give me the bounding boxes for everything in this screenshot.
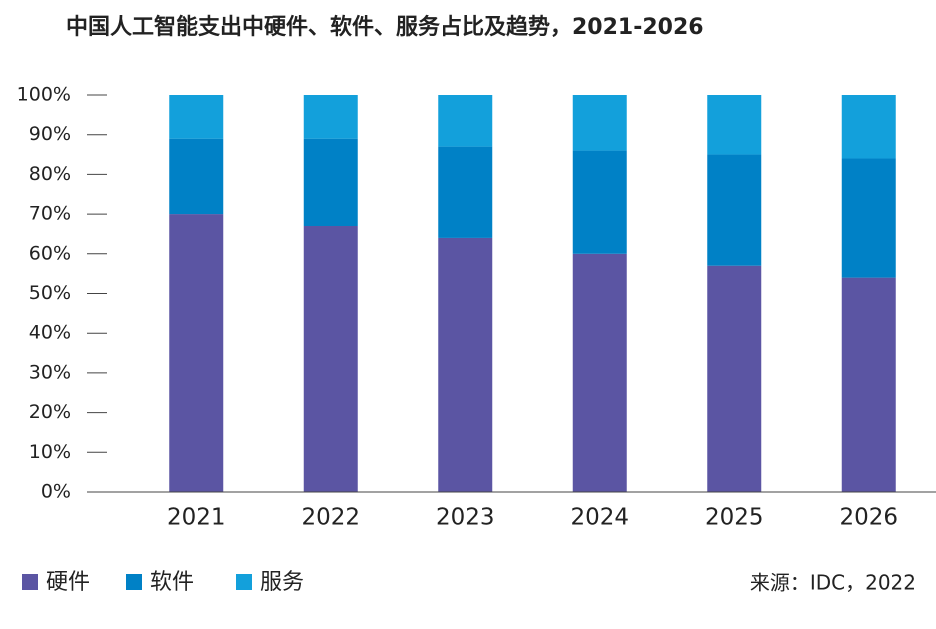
legend-label: 软件 [150,570,194,595]
bar-segment [707,265,762,492]
legend-swatch [236,574,252,590]
bar-segment [438,146,493,238]
x-tick-label: 2022 [301,505,360,531]
legend-swatch [126,574,142,590]
y-tick-label: 80% [29,163,71,185]
legend-label: 硬件 [46,570,90,595]
bar-segment [707,95,762,155]
bar-segment [572,95,627,151]
bar-segment [169,214,224,492]
bar-segment [169,138,224,215]
y-tick-label: 10% [29,441,71,463]
y-tick-label: 60% [29,242,71,264]
bar-segment [303,226,358,492]
x-tick-label: 2021 [167,505,226,531]
chart-title: 中国人工智能支出中硬件、软件、服务占比及趋势，2021-2026 [66,14,704,40]
legend-swatch [22,574,38,590]
y-tick-label: 30% [29,361,71,383]
y-tick-label: 50% [29,282,71,304]
x-tick-label: 2026 [839,505,898,531]
bar-segment [303,138,358,227]
x-tick-label: 2025 [705,505,764,531]
source: 来源：IDC，2022 [750,571,916,595]
x-tick-label: 2023 [436,505,495,531]
y-tick-label: 40% [29,322,71,344]
bar-segment [438,95,493,147]
x-tick-label: 2024 [570,505,629,531]
bar-segment [572,150,627,254]
bar-segment [841,277,896,492]
bar-segment [438,237,493,492]
y-tick-label: 20% [29,401,71,423]
bar-segment [572,253,627,492]
y-tick-label: 70% [29,203,71,225]
y-tick-label: 0% [41,481,71,503]
bar-segment [841,158,896,278]
bar-segment [707,154,762,266]
bar-segment [169,95,224,139]
y-tick-label: 100% [17,84,71,106]
legend-label: 服务 [260,570,304,595]
y-tick-label: 90% [29,123,71,145]
bar-segment [303,95,358,139]
bar-segment [841,95,896,159]
